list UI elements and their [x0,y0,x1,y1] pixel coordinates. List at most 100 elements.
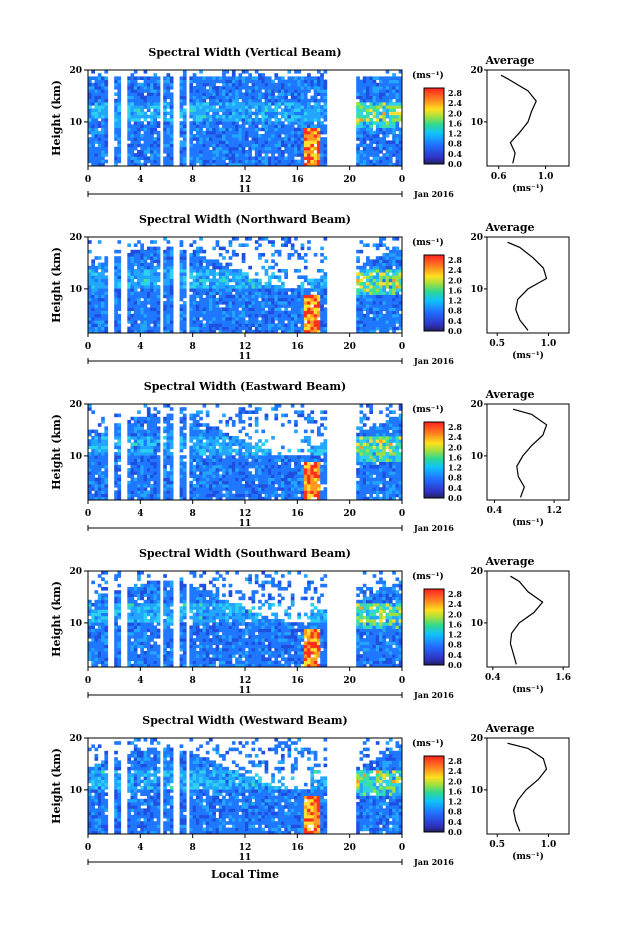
heatmap-cell [375,121,380,125]
heatmap-cell [254,420,259,424]
heatmap-cell [192,432,197,437]
heatmap-cell [133,323,138,327]
heatmap-cell [202,269,207,273]
heatmap-cell [199,439,203,443]
heatmap-cell [156,86,161,90]
heatmap-cell [398,307,403,311]
heatmap-cell [212,134,216,138]
heatmap-cell [228,146,233,151]
heatmap-cell [284,304,288,308]
heatmap-cell [231,420,236,424]
heatmap-cell [101,262,105,267]
heatmap-cell [303,323,308,327]
heatmap-cell [251,484,256,488]
heatmap-cell [281,76,285,80]
heatmap-cell [375,256,380,260]
heatmap-cell [94,464,99,469]
heatmap-cell [392,317,396,321]
heatmap-cell [195,294,200,299]
heatmap-cell [228,162,233,167]
heatmap-cell [362,143,367,148]
heatmap-cell [195,143,200,148]
heatmap-cell [241,474,246,478]
heatmap-cell [228,304,233,308]
heatmap-cell [310,307,315,311]
heatmap-cell [307,162,311,167]
heatmap-cell [140,162,144,167]
heatmap-cell [215,455,220,459]
heatmap-cell [313,76,318,80]
heatmap-cell [274,76,279,80]
heatmap-cell [97,294,102,299]
heatmap-cell [310,301,315,305]
heatmap-cell [182,320,187,324]
heatmap-cell [241,127,246,132]
heatmap-cell [254,162,259,167]
heatmap-cell [140,294,144,299]
heatmap-cell [209,137,213,141]
heatmap-cell [163,278,167,283]
heatmap-cell [300,127,305,132]
heatmap-cell [202,281,207,286]
heatmap-cell [369,140,373,144]
heatmap-cell [320,326,324,331]
heatmap-cell [310,137,315,141]
heatmap-cell [323,102,328,106]
heatmap-cell [235,89,239,93]
heatmap-cell [254,281,259,286]
heatmap-cell [385,246,390,251]
heatmap-cell [254,326,259,331]
heatmap-cell [127,162,131,167]
heatmap-cell [287,127,292,132]
heatmap-cell [205,278,210,283]
heatmap-cell [91,114,95,119]
heatmap-cell [97,448,102,453]
heatmap-cell [189,484,194,488]
heatmap-cell [209,436,213,440]
heatmap-cell [241,458,246,462]
heatmap-cell [225,442,230,446]
heatmap-cell [133,153,138,157]
heatmap-cell [222,150,226,154]
heatmap-cell [202,442,207,446]
heatmap-cell [238,278,243,283]
heatmap-cell [114,86,118,90]
heatmap-cell [366,86,370,90]
heatmap-cell [209,285,213,289]
heatmap-cell [254,452,259,456]
heatmap-cell [91,262,95,267]
heatmap-cell [248,490,252,494]
heatmap-cell [146,291,151,295]
heatmap-cell [258,105,262,109]
heatmap-cell [215,108,220,112]
heatmap-cell [238,420,243,424]
heatmap-cell [127,490,131,494]
heatmap-cell [137,432,141,437]
heatmap-cell [153,130,158,135]
heatmap-cell [362,162,367,167]
heatmap-cell [271,301,275,305]
heatmap-cell [146,246,151,251]
heatmap-cell [140,275,144,279]
heatmap-cell [235,76,239,80]
heatmap-cell [88,404,92,408]
heatmap-cell [104,82,109,87]
heatmap-cell [189,294,194,299]
heatmap-cell [231,269,236,273]
heatmap-cell [156,484,161,488]
heatmap-cell [101,124,105,128]
heatmap-cell [189,127,194,132]
heatmap-cell [166,121,171,125]
heatmap-cell [228,159,233,164]
heatmap-cell [264,134,269,138]
heatmap-cell [91,436,95,440]
heatmap-cell [169,259,174,263]
heatmap-cell [91,95,95,100]
heatmap-cell [313,304,318,308]
heatmap-cell [133,320,138,324]
heatmap-cell [189,436,194,440]
heatmap-cell [199,153,203,157]
heatmap-cell [241,98,246,103]
heatmap-cell [199,291,203,295]
heatmap-cell [225,436,230,440]
